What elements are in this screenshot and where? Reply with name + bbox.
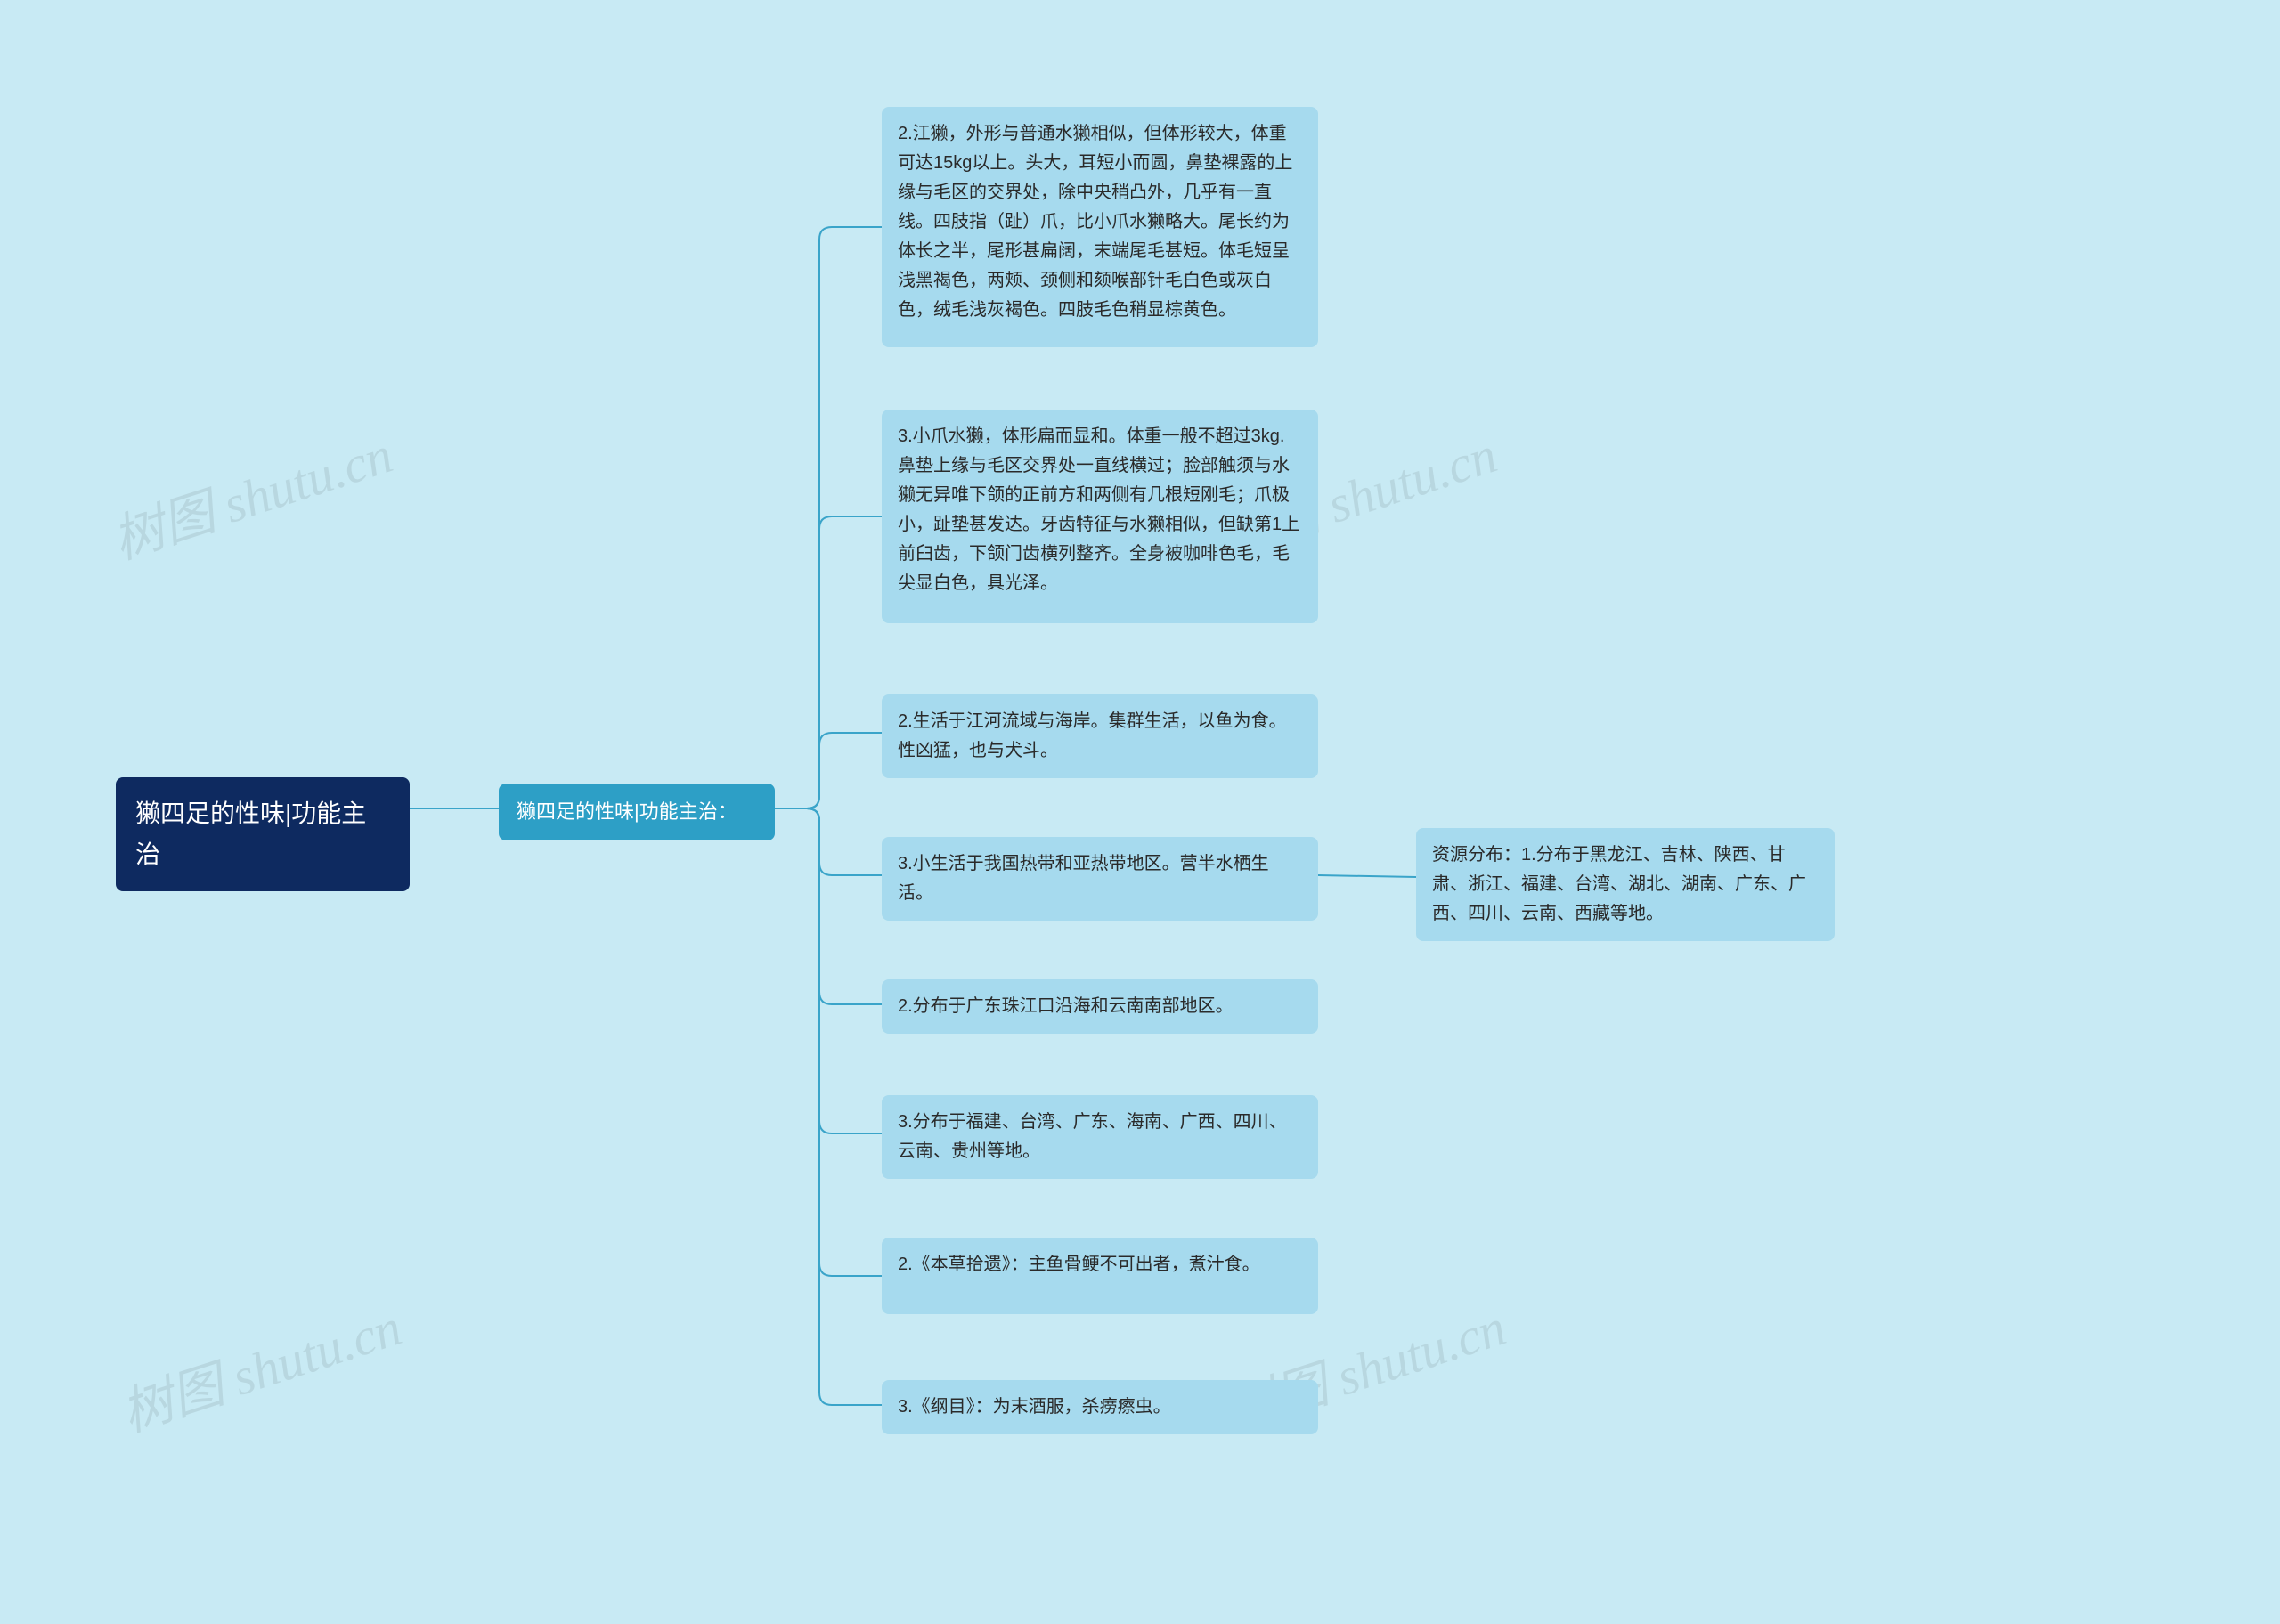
level2-node[interactable]: 3.分布于福建、台湾、广东、海南、广西、四川、云南、贵州等地。 (882, 1095, 1318, 1179)
level2-node[interactable]: 2.江獭，外形与普通水獭相似，但体形较大，体重可达15kg以上。头大，耳短小而圆… (882, 107, 1318, 347)
level1-node[interactable]: 獭四足的性味|功能主治： (499, 784, 775, 840)
watermark: 树图 shutu.cn (102, 413, 400, 573)
root-node[interactable]: 獭四足的性味|功能主治 (116, 777, 410, 891)
level2-node[interactable]: 2.《本草拾遗》：主鱼骨鲠不可出者，煮汁食。 (882, 1238, 1318, 1314)
level2-node[interactable]: 2.生活于江河流域与海岸。集群生活，以鱼为食。性凶猛，也与犬斗。 (882, 694, 1318, 778)
level2-node[interactable]: 3.小爪水獭，体形扁而显和。体重一般不超过3kg.鼻垫上缘与毛区交界处一直线横过… (882, 410, 1318, 623)
level3-node[interactable]: 资源分布：1.分布于黑龙江、吉林、陕西、甘肃、浙江、福建、台湾、湖北、湖南、广东… (1416, 828, 1835, 941)
level2-node[interactable]: 3.小生活于我国热带和亚热带地区。营半水栖生活。 (882, 837, 1318, 921)
level2-node[interactable]: 2.分布于广东珠江口沿海和云南南部地区。 (882, 979, 1318, 1034)
mindmap-canvas: 树图 shutu.cn树图 shutu.cn树图 shutu.cn树图 shut… (0, 0, 2280, 1624)
level2-node[interactable]: 3.《纲目》：为末酒服，杀痨瘵虫。 (882, 1380, 1318, 1434)
watermark: 树图 shutu.cn (110, 1286, 409, 1446)
